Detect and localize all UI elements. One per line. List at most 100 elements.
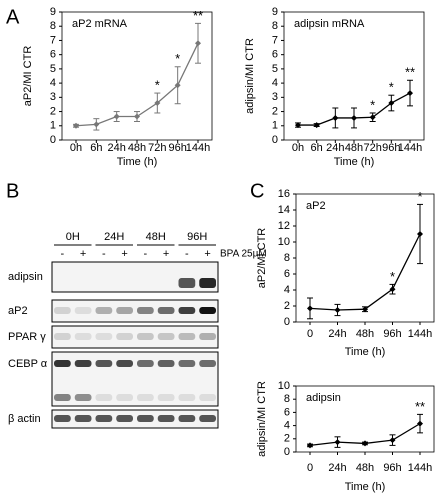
- y-tick-label: 1: [50, 120, 56, 132]
- y-tick-label: 16: [278, 188, 290, 200]
- data-point: [307, 442, 313, 449]
- blot-band: [178, 278, 196, 288]
- x-tick-label: 24h: [328, 462, 346, 474]
- blot-band: [116, 415, 133, 422]
- data-point: [295, 122, 301, 129]
- data-point: [334, 307, 341, 313]
- blot-band: [137, 360, 154, 367]
- y-tick-label: 4: [50, 77, 56, 89]
- blot-row-label: PPAR γ: [8, 331, 46, 343]
- x-tick-label: 0: [307, 462, 313, 474]
- x-tick-label: 24h: [328, 328, 346, 340]
- blot-band: [157, 415, 175, 422]
- plot-frame: [295, 193, 435, 323]
- y-tick-label: 4: [284, 420, 290, 432]
- blot-band: [178, 333, 196, 340]
- x-tick-label: 72h: [363, 142, 381, 154]
- data-point: [417, 231, 423, 237]
- significance: **: [193, 8, 203, 23]
- x-tick-label: 48h: [128, 142, 146, 154]
- blot-band: [199, 278, 216, 288]
- y-tick-label: 3: [50, 91, 56, 103]
- data-point: [388, 100, 395, 107]
- y-tick-label: 7: [272, 34, 278, 46]
- blot-band: [116, 307, 133, 314]
- blot-band: [95, 307, 113, 314]
- data-point: [351, 114, 357, 121]
- blot-row-label: aP2: [8, 305, 28, 317]
- blot-band: [157, 333, 175, 340]
- y-tick-label: 2: [284, 300, 290, 312]
- x-tick-label: 96h: [383, 328, 401, 340]
- data-point: [332, 114, 339, 121]
- blot-band: [116, 394, 133, 401]
- y-tick-label: 0: [50, 134, 56, 146]
- y-tick-label: 10: [278, 236, 290, 248]
- chart-title: aP2: [306, 200, 326, 212]
- y-axis-label: aP2/MI CTR: [22, 46, 34, 107]
- x-tick-label: 0: [307, 328, 313, 340]
- data-point: [389, 437, 396, 444]
- y-tick-label: 4: [284, 284, 290, 296]
- blot-band: [74, 307, 92, 314]
- x-tick-label: 24h: [107, 142, 125, 154]
- y-axis-label: adipsin/MI CTR: [256, 381, 268, 457]
- y-tick-label: 9: [272, 6, 278, 18]
- data-point: [113, 113, 120, 120]
- blot-band: [199, 360, 216, 367]
- y-axis-label: adipsin/MI CTR: [244, 38, 256, 114]
- x-tick-label: 0h: [292, 142, 304, 154]
- significance: *: [390, 269, 395, 284]
- y-tick-label: 0: [284, 446, 290, 458]
- significance: **: [405, 65, 415, 80]
- blot-band: [116, 333, 133, 340]
- timepoint-label: 24H: [104, 231, 124, 243]
- y-tick-label: 8: [284, 393, 290, 405]
- treatment-sign: -: [185, 248, 189, 260]
- y-tick-label: 2: [50, 105, 56, 117]
- y-tick-label: 12: [278, 220, 290, 232]
- x-tick-label: 6h: [90, 142, 102, 154]
- significance: *: [417, 189, 422, 204]
- data-point: [73, 122, 79, 129]
- data-point: [174, 82, 181, 89]
- y-tick-label: 0: [284, 316, 290, 328]
- x-axis-label: Time (h): [334, 156, 375, 168]
- significance: *: [155, 78, 160, 93]
- data-point: [195, 40, 201, 47]
- data-point: [362, 306, 368, 313]
- blot-band: [74, 415, 92, 422]
- blot-row-label: adipsin: [8, 271, 43, 283]
- blot-band: [199, 307, 216, 314]
- y-tick-label: 5: [50, 63, 56, 75]
- x-tick-label: 6h: [311, 142, 323, 154]
- blot-band: [178, 360, 196, 367]
- y-tick-label: 8: [284, 252, 290, 264]
- x-tick-label: 96h: [168, 142, 186, 154]
- y-tick-label: 4: [272, 77, 278, 89]
- significance: **: [415, 399, 425, 414]
- blot-band: [95, 360, 113, 367]
- y-axis-label: aP2/MI CTR: [256, 228, 268, 289]
- x-tick-label: 48h: [345, 142, 363, 154]
- panel-label: B: [6, 180, 19, 202]
- y-tick-label: 2: [272, 105, 278, 117]
- y-tick-label: 14: [278, 204, 290, 216]
- y-tick-label: 6: [284, 268, 290, 280]
- chart-title: adipsin: [306, 392, 341, 404]
- x-tick-label: 96h: [383, 462, 401, 474]
- y-tick-label: 10: [278, 380, 290, 392]
- y-tick-label: 1: [272, 120, 278, 132]
- treatment-sign: -: [102, 248, 106, 260]
- blot-strip: [51, 325, 219, 349]
- panel-label: C: [250, 180, 264, 202]
- blot-band: [137, 307, 154, 314]
- blot-band: [95, 394, 113, 401]
- blot-band: [74, 333, 92, 340]
- significance: *: [370, 97, 375, 112]
- blot-band: [137, 394, 154, 401]
- blot-band: [95, 415, 113, 422]
- x-tick-label: 144h: [408, 328, 432, 340]
- data-point: [313, 122, 320, 129]
- treatment-sign: +: [163, 248, 169, 260]
